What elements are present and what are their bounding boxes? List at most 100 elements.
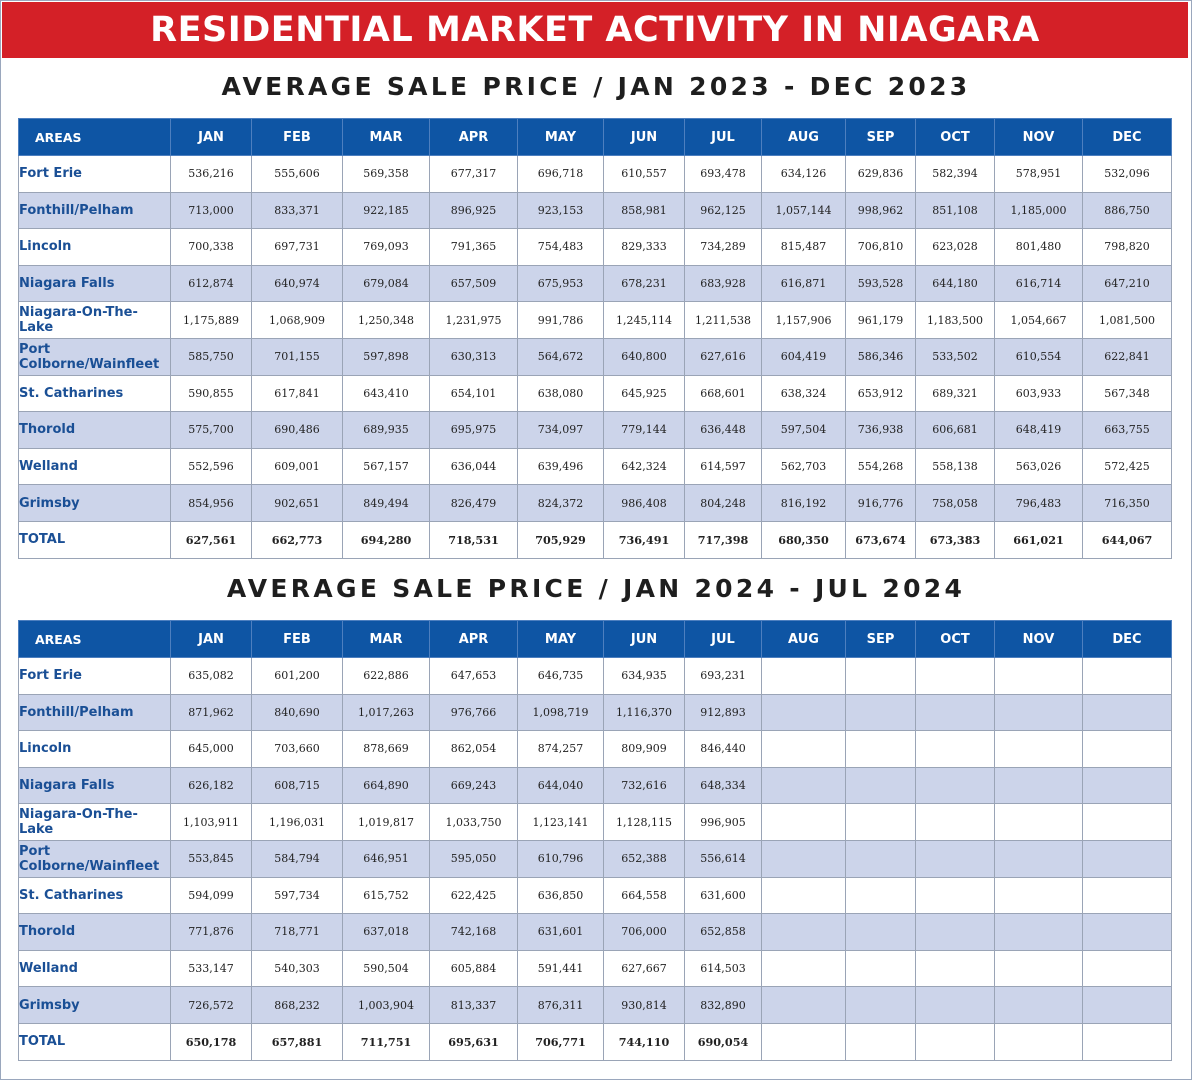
price-cell: 886,750 [1082, 191, 1172, 230]
price-cell: 976,766 [429, 693, 518, 732]
price-cell: 961,179 [845, 301, 916, 339]
price-cell: 690,054 [684, 1022, 762, 1061]
price-cell: 610,796 [517, 839, 604, 878]
price-cell: 597,504 [761, 411, 846, 449]
price-cell: 726,572 [170, 986, 252, 1024]
price-cell: 652,858 [684, 913, 762, 951]
price-cell: 609,001 [251, 447, 343, 486]
price-cell [761, 657, 846, 695]
price-cell: 582,394 [915, 155, 995, 193]
price-cell: 614,503 [684, 949, 762, 988]
price-cell: 706,771 [517, 1022, 604, 1061]
area-name: Niagara-On-The-Lake [18, 301, 171, 339]
price-cell: 922,185 [342, 191, 430, 230]
price-cell [845, 766, 916, 805]
price-cell [1082, 876, 1172, 915]
price-cell: 713,000 [170, 191, 252, 230]
price-cell: 689,935 [342, 411, 430, 449]
price-cell: 610,557 [603, 155, 685, 193]
price-cell: 902,651 [251, 484, 343, 522]
price-cell: 572,425 [1082, 447, 1172, 486]
column-header-jun: JUN [603, 620, 685, 658]
price-cell: 1,185,000 [994, 191, 1083, 230]
price-cell [915, 730, 995, 768]
price-cell: 758,058 [915, 484, 995, 522]
price-cell: 798,820 [1082, 228, 1172, 266]
price-cell: 876,311 [517, 986, 604, 1024]
price-cell [915, 839, 995, 878]
price-cell: 623,028 [915, 228, 995, 266]
price-cell: 1,250,348 [342, 301, 430, 339]
price-cell: 555,606 [251, 155, 343, 193]
price-cell: 567,348 [1082, 374, 1172, 413]
price-cell: 695,975 [429, 411, 518, 449]
price-cell: 604,419 [761, 337, 846, 376]
price-cell: 647,653 [429, 657, 518, 695]
price-cell: 562,703 [761, 447, 846, 486]
price-cell: 533,147 [170, 949, 252, 988]
table-row: Lincoln 700,338 697,731 769,093 791,365 754,4… [18, 228, 1172, 266]
price-cell: 533,502 [915, 337, 995, 376]
column-header-mar: MAR [342, 118, 430, 156]
column-header-jun: JUN [603, 118, 685, 156]
column-header-dec: DEC [1082, 118, 1172, 156]
table-row: Thorold 771,876 718,771 637,018 742,168 631,6… [18, 913, 1172, 951]
total-row: TOTAL 627,561 662,773 694,280 718,531 705,929… [18, 520, 1172, 559]
price-cell: 532,096 [1082, 155, 1172, 193]
price-cell: 652,388 [603, 839, 685, 878]
price-cell: 662,773 [251, 520, 343, 559]
price-cell: 569,358 [342, 155, 430, 193]
price-cell [915, 766, 995, 805]
price-cell [761, 730, 846, 768]
column-header-oct: OCT [915, 620, 995, 658]
price-cell: 1,245,114 [603, 301, 685, 339]
price-cell: 986,408 [603, 484, 685, 522]
price-cell [845, 949, 916, 988]
price-cell [1082, 986, 1172, 1024]
price-cell: 591,441 [517, 949, 604, 988]
table-title-2023: AVERAGE SALE PRICE / JAN 2023 - DEC 2023 [221, 72, 971, 101]
price-cell: 554,268 [845, 447, 916, 486]
price-cell [845, 876, 916, 915]
table-row: Fort Erie 536,216 555,606 569,358 677,317 696… [18, 155, 1172, 193]
price-cell [1082, 730, 1172, 768]
price-cell: 1,019,817 [342, 803, 430, 841]
price-cell: 586,346 [845, 337, 916, 376]
price-cell [761, 839, 846, 878]
table-row: Grimsby 726,572 868,232 1,003,904 813,337 876… [18, 986, 1172, 1024]
column-header-aug: AUG [761, 620, 846, 658]
price-cell: 645,000 [170, 730, 252, 768]
price-cell: 1,033,750 [429, 803, 518, 841]
price-cell: 1,116,370 [603, 693, 685, 732]
price-cell: 796,483 [994, 484, 1083, 522]
table-row: Fort Erie 635,082 601,200 622,886 647,653 646… [18, 657, 1172, 695]
price-cell [915, 803, 995, 841]
price-cell: 703,660 [251, 730, 343, 768]
price-cell: 771,876 [170, 913, 252, 951]
column-header-nov: NOV [994, 620, 1083, 658]
price-cell: 1,017,263 [342, 693, 430, 732]
price-cell: 629,836 [845, 155, 916, 193]
page-title: RESIDENTIAL MARKET ACTIVITY IN NIAGARA [2, 2, 1188, 58]
price-cell: 736,938 [845, 411, 916, 449]
column-header-feb: FEB [251, 118, 343, 156]
price-cell: 832,890 [684, 986, 762, 1024]
price-cell: 563,026 [994, 447, 1083, 486]
price-cell: 680,350 [761, 520, 846, 559]
price-cell [845, 986, 916, 1024]
price-cell: 912,893 [684, 693, 762, 732]
column-header-areas: AREAS [18, 620, 171, 658]
column-header-may: MAY [517, 118, 604, 156]
price-cell: 744,110 [603, 1022, 685, 1061]
area-name: Grimsby [18, 986, 171, 1024]
price-cell [1082, 693, 1172, 732]
column-header-may: MAY [517, 620, 604, 658]
area-name: Fonthill/Pelham [18, 693, 171, 732]
price-cell: 1,211,538 [684, 301, 762, 339]
price-cell: 673,383 [915, 520, 995, 559]
price-cell: 552,596 [170, 447, 252, 486]
price-cell: 616,714 [994, 264, 1083, 303]
price-cell: 645,925 [603, 374, 685, 413]
price-cell: 833,371 [251, 191, 343, 230]
price-cell: 871,962 [170, 693, 252, 732]
